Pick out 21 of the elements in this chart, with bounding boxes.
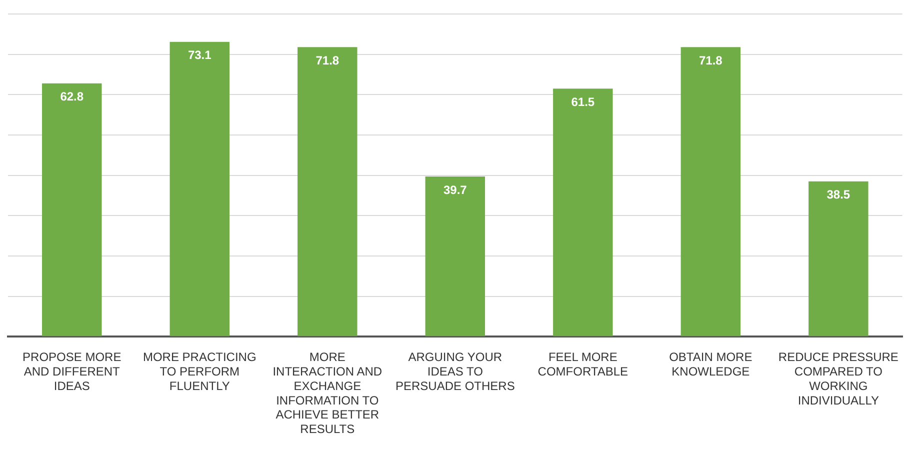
- x-tick-label: REDUCE PRESSURE COMPARED TO WORKING INDIVIDUALLY: [778, 350, 898, 408]
- x-tick-label: MORE INTERACTION AND EXCHANGE INFORMATION TO ACHIEVE BETTER RESULTS: [272, 350, 382, 436]
- bar: [42, 83, 102, 336]
- x-tick-label: PROPOSE MORE AND DIFFERENT IDEAS: [22, 350, 122, 393]
- x-tick-label: FEEL MORE COMFORTABLE: [538, 350, 628, 379]
- x-tick-label: MORE PRACTICING TO PERFORM FLUENTLY: [142, 350, 256, 393]
- data-label: 39.7: [443, 182, 468, 197]
- x-tick-label: ARGUING YOUR IDEAS TO PERSUADE OTHERS: [395, 350, 515, 393]
- x-tick-label: OBTAIN MORE KNOWLEDGE: [669, 350, 752, 379]
- bar: [298, 47, 358, 336]
- bar: [808, 181, 868, 336]
- bar: [170, 42, 230, 336]
- data-label: 71.8: [698, 53, 723, 68]
- data-label: 62.8: [60, 90, 84, 104]
- data-label: 61.5: [571, 94, 595, 109]
- bar: [425, 176, 486, 336]
- bar: [680, 47, 741, 336]
- data-label: 73.1: [188, 48, 212, 62]
- data-label: 38.5: [826, 188, 850, 202]
- data-label: 71.8: [316, 53, 340, 68]
- bar: [553, 88, 613, 336]
